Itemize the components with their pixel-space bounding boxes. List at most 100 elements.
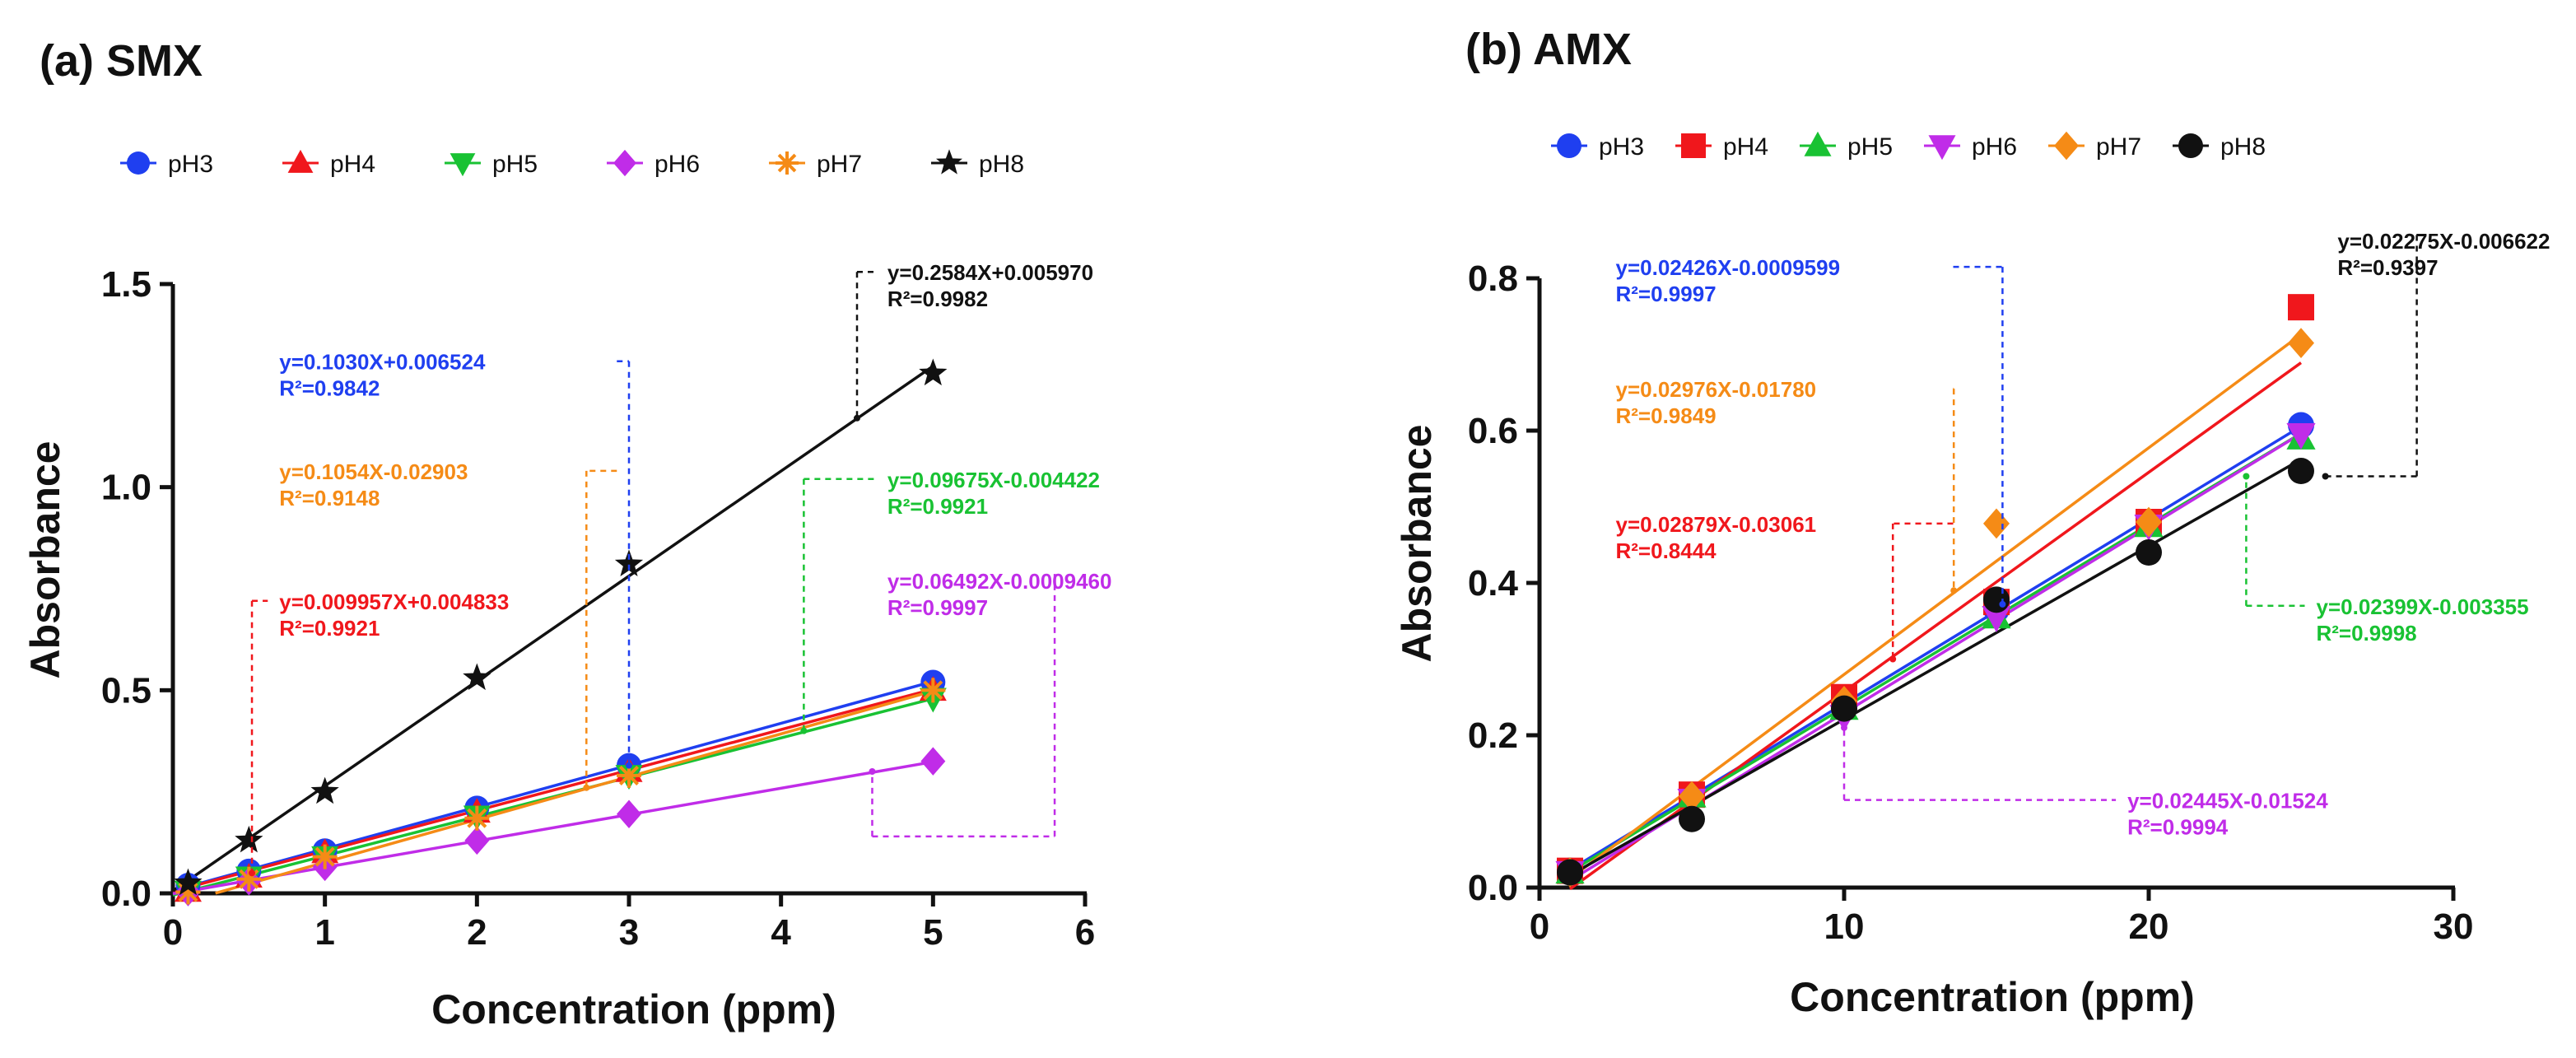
point-ph6 (2286, 423, 2316, 450)
legend-label: pH8 (979, 151, 1024, 178)
point-ph7 (1983, 508, 2010, 539)
point-ph7 (2136, 506, 2162, 538)
y-tick-label: 0.5 (101, 670, 151, 711)
fit-annotations: y=0.02426X-0.0009599R²=0.9997y=0.02976X-… (1616, 229, 2550, 840)
y-axis-label: Absorbance (22, 441, 68, 679)
fit-equation: y=0.02445X-0.01524 (2127, 789, 2328, 813)
leader-dot (1841, 724, 1847, 731)
axes: 0 10 20 30 0.0 0.2 0.4 0.6 0.8 (1468, 259, 2474, 947)
y-tick-label: 0.4 (1468, 563, 1519, 604)
point-ph7 (236, 866, 262, 892)
fit-equation: y=0.02879X-0.03061 (1616, 512, 1817, 537)
point-ph7 (2288, 328, 2314, 359)
point-ph8 (1679, 805, 1705, 832)
legend-item-ph4: pH4 (282, 149, 375, 178)
legend-marker (1804, 131, 1832, 156)
y-tick-label: 1.0 (101, 468, 151, 508)
legend-label: pH3 (1599, 133, 1644, 161)
legend-label: pH8 (2220, 133, 2266, 161)
legend-item-ph8: pH8 (931, 149, 1024, 178)
panel-title: (a) SMX (40, 36, 203, 86)
point-ph6 (617, 799, 641, 829)
x-tick-label: 10 (1824, 907, 1865, 947)
fit-line-ph4 (172, 687, 934, 893)
y-tick-label: 1.5 (101, 264, 151, 305)
x-tick-label: 20 (2129, 907, 2169, 947)
y-tick-label: 0.6 (1468, 411, 1518, 451)
legend-marker (127, 151, 150, 175)
point-ph7 (1679, 781, 1705, 812)
legend-marker (936, 149, 962, 175)
y-tick-label: 0.2 (1468, 715, 1518, 756)
panel-title: (b) AMX (1465, 25, 1632, 74)
r-squared: R²=0.9849 (1616, 403, 1717, 428)
point-ph7 (312, 844, 338, 869)
legend-item-ph6: pH6 (607, 149, 700, 178)
leader-dot (2243, 473, 2250, 480)
legend-label: pH5 (492, 151, 538, 178)
legend-marker (1681, 133, 1706, 158)
legend: pH3 pH4 pH5 pH6 pH7 pH8 (120, 149, 1024, 178)
legend-marker (776, 151, 799, 175)
leader-dot (800, 727, 808, 734)
r-squared: R²=0.9921 (887, 494, 988, 519)
fit-line-ph6 (172, 760, 934, 896)
r-squared: R²=0.9998 (2317, 621, 2417, 646)
fit-line-ph8 (172, 365, 934, 893)
leader-dot (1889, 655, 1897, 663)
fit-equation: y=0.1030X+0.006524 (279, 350, 486, 375)
leader-dot (2322, 473, 2329, 480)
point-ph6 (1982, 606, 2011, 633)
point-ph8 (463, 663, 491, 691)
r-squared: R²=0.9148 (279, 486, 380, 510)
point-ph8 (2288, 458, 2314, 485)
point-ph8 (1557, 859, 1583, 886)
legend-item-ph4: pH4 (1675, 133, 1768, 161)
point-ph7 (464, 805, 490, 831)
x-tick-label: 30 (2434, 907, 2474, 947)
axes: 0 1 2 3 4 5 6 0.0 0.5 1.0 1.5 (101, 264, 1095, 953)
r-squared: R²=0.8444 (1616, 538, 1717, 563)
legend-marker (2178, 133, 2203, 158)
legend-label: pH7 (2096, 133, 2141, 161)
r-squared: R²=0.9997 (887, 595, 988, 620)
x-axis-label: Concentration (ppm) (1790, 974, 2195, 1020)
fit-equation: y=0.02275X-0.006622 (2337, 229, 2550, 254)
legend-label: pH4 (1723, 133, 1768, 161)
panel-amx: (b) AMX pH3 pH4 pH5 pH6 pH7 pH8 0 10 20 30 0.0 0.2… (1394, 25, 2550, 1020)
point-ph8 (614, 549, 644, 576)
point-ph8 (1983, 586, 2010, 613)
fit-equation: y=0.09675X-0.004422 (887, 468, 1100, 492)
y-tick-label: 0.0 (101, 874, 151, 914)
r-squared: R²=0.9397 (2337, 255, 2438, 280)
r-squared: R²=0.9982 (887, 287, 988, 311)
y-tick-label: 0.8 (1468, 259, 1518, 299)
point-ph8 (310, 776, 339, 804)
legend-item-ph5: pH5 (1800, 131, 1893, 161)
legend-marker (613, 149, 636, 177)
point-ph7 (175, 879, 201, 905)
x-tick-label: 3 (619, 912, 639, 953)
point-ph7 (617, 762, 641, 788)
fit-equation: y=0.2584X+0.005970 (887, 260, 1093, 285)
point-ph8 (1831, 695, 1857, 722)
point-ph4 (2288, 294, 2314, 321)
point-ph8 (174, 868, 203, 896)
fit-equation: y=0.1054X-0.02903 (279, 459, 468, 484)
leader-dot (1950, 587, 1958, 594)
leader-dot (626, 762, 632, 769)
legend-label: pH4 (330, 151, 375, 178)
point-ph8 (2136, 539, 2162, 566)
legend-item-ph3: pH3 (120, 151, 213, 178)
point-ph7 (920, 678, 946, 703)
legend-label: pH7 (817, 151, 862, 178)
legend-item-ph8: pH8 (2173, 133, 2266, 161)
